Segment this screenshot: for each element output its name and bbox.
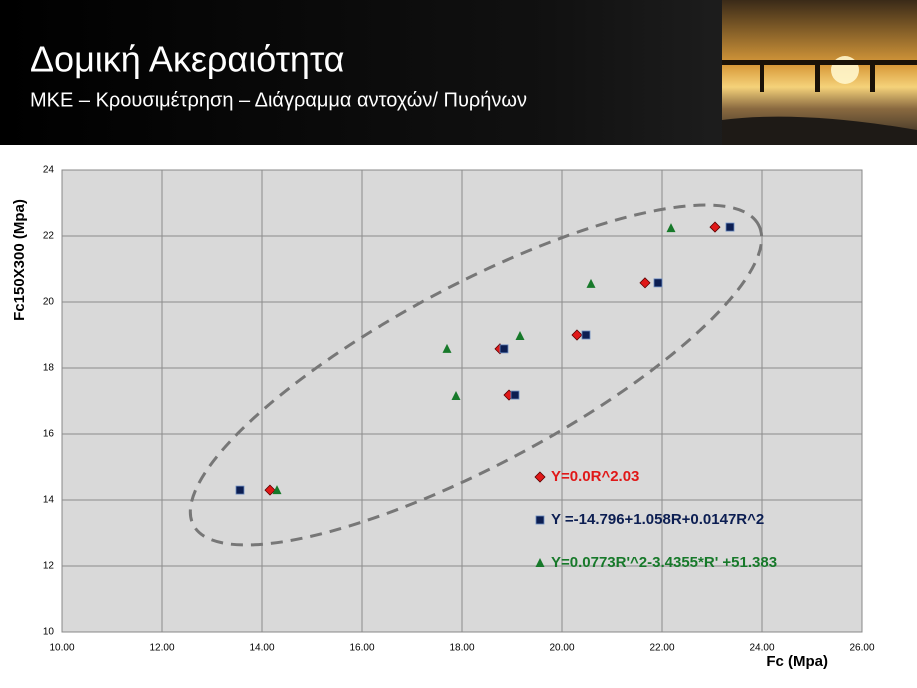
y-tick-label: 14	[43, 495, 55, 506]
legend-label: Y =-14.796+1.058R+0.0147R^2	[551, 511, 764, 528]
legend-marker	[535, 515, 545, 525]
y-tick-label: 20	[43, 297, 55, 308]
point	[571, 329, 583, 341]
point	[725, 222, 735, 232]
y-tick-label: 16	[43, 429, 55, 440]
x-tick-label: 18.00	[449, 643, 474, 654]
slide-title: Δομική Ακεραιότητα	[30, 39, 344, 80]
point	[581, 330, 591, 340]
point	[510, 390, 520, 400]
x-tick-label: 10.00	[49, 643, 74, 654]
y-tick-label: 18	[43, 363, 55, 374]
legend-label: Y=0.0R^2.03	[551, 468, 639, 485]
x-tick-label: 16.00	[349, 643, 374, 654]
slide-subtitle: ΜΚΕ – Κρουσιμέτρηση – Διάγραμμα αντοχών/…	[30, 89, 527, 111]
plot-border	[61, 169, 863, 633]
y-tick-label: 12	[43, 561, 55, 572]
point	[709, 221, 721, 233]
point	[235, 485, 245, 495]
point	[264, 484, 276, 496]
y-tick-label: 22	[43, 231, 55, 242]
point	[451, 391, 461, 401]
point	[666, 223, 676, 233]
point	[653, 278, 663, 288]
x-tick-label: 22.00	[649, 643, 674, 654]
point	[639, 277, 651, 289]
x-axis-label: Fc (Mpa)	[766, 653, 828, 670]
legend-marker	[534, 471, 546, 483]
point	[499, 344, 509, 354]
point	[442, 343, 452, 353]
x-tick-label: 12.00	[149, 643, 174, 654]
point	[272, 485, 282, 495]
header-photo	[722, 0, 917, 145]
legend-marker	[535, 558, 545, 567]
point	[586, 278, 596, 288]
y-tick-label: 10	[43, 627, 55, 638]
y-tick-label: 24	[43, 165, 55, 176]
x-tick-label: 20.00	[549, 643, 574, 654]
legend-label: Y=0.0773R'^2-3.4355*R' +51.383	[551, 554, 777, 571]
x-tick-label: 24.00	[749, 643, 774, 654]
highlight-ellipse	[188, 203, 764, 547]
y-axis-label: Fc150X300 (Mpa)	[11, 199, 28, 321]
x-tick-label: 26.00	[849, 643, 874, 654]
x-tick-label: 14.00	[249, 643, 274, 654]
point	[515, 330, 525, 340]
